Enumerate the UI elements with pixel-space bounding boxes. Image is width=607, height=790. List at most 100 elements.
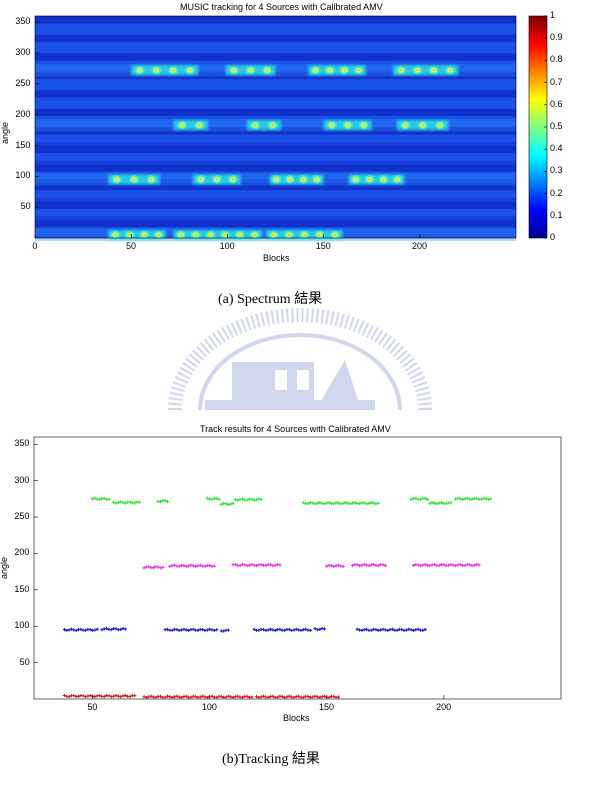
- heatmap-band: [35, 167, 516, 172]
- heatmap-band: [35, 108, 516, 113]
- spectrum-peak: [341, 120, 354, 131]
- heatmap-band: [35, 156, 516, 161]
- track-segment-4-10: [454, 496, 493, 502]
- spectrum-peak: [309, 65, 322, 76]
- track-segment-4-3: [156, 498, 170, 504]
- tracking-x-tick: 50: [87, 702, 98, 712]
- track-segment-1-3: [254, 694, 341, 700]
- spectrum-segment-4-1: [131, 65, 199, 76]
- heatmap-band: [35, 97, 516, 102]
- heatmap-band: [35, 34, 516, 39]
- heatmap-band: [35, 149, 516, 154]
- heatmap-band: [35, 201, 516, 205]
- track-segment-2-4: [219, 628, 231, 633]
- heatmap-band: [35, 160, 516, 165]
- tracking-x-tick: 150: [318, 702, 334, 712]
- spectrum-peak: [133, 65, 146, 76]
- track-segment-3-6: [411, 562, 481, 568]
- spectrum-peak: [244, 65, 257, 76]
- tracking-title: Track results for 4 Sources with Calibra…: [200, 424, 391, 434]
- track-segment-2-3: [163, 627, 219, 633]
- spectrum-segment-3-2: [246, 120, 282, 131]
- tracking-y-tick: 50: [19, 656, 30, 667]
- spectrum-peak: [325, 120, 338, 131]
- spectrum-peak: [352, 65, 365, 76]
- heatmap-band: [35, 27, 516, 32]
- heatmap-band: [35, 90, 516, 94]
- heatmap-band: [35, 141, 516, 146]
- track-segment-3-3: [231, 562, 282, 568]
- heatmap-band: [35, 93, 516, 98]
- spectrum-peak: [227, 65, 240, 76]
- spectrum-peak: [313, 229, 326, 240]
- spectrum-peak: [323, 65, 336, 76]
- colorbar-tick: 0.3: [550, 165, 563, 176]
- spectrum-peak: [427, 65, 440, 76]
- track-segment-2-6: [313, 626, 327, 632]
- spectrum-peak: [138, 229, 151, 240]
- spectrum-peak: [329, 229, 342, 240]
- heatmap-band: [35, 193, 516, 198]
- spectrum-y-tick: 300: [15, 47, 31, 57]
- track-segment-4-9: [428, 500, 453, 506]
- heatmap-band: [35, 208, 516, 213]
- spectrum-peak: [152, 229, 165, 240]
- heatmap-band: [35, 115, 516, 120]
- spectrum-y-tick: 350: [15, 16, 31, 27]
- tracking-x-tick: 100: [201, 702, 217, 712]
- heatmap-band: [35, 186, 516, 191]
- track-segment-3-1: [142, 565, 165, 570]
- heatmap-band: [35, 223, 516, 228]
- tracking-ylabel: angle: [0, 556, 10, 580]
- track-segment-4-2: [112, 500, 141, 505]
- tracking-y-tick: 150: [14, 583, 30, 594]
- spectrum-x-tick: 150: [315, 241, 331, 251]
- colorbar-tick: 0.7: [550, 76, 563, 87]
- colorbar-tick: 0.4: [550, 143, 563, 154]
- heatmap-band: [35, 41, 516, 46]
- spectrum-peak: [184, 65, 197, 76]
- caption-b: (b)Tracking 結果: [222, 752, 320, 767]
- track-segment-2-5: [252, 627, 312, 633]
- spectrum-peak: [176, 120, 189, 131]
- tracking-xlabel: Blocks: [283, 713, 310, 723]
- heatmap-band: [35, 197, 516, 202]
- spectrum-peak: [444, 65, 457, 76]
- heatmap-band: [35, 138, 516, 143]
- spectrum-peak: [219, 229, 232, 240]
- heatmap-band: [35, 16, 516, 20]
- colorbar-tick: 0.2: [550, 187, 563, 198]
- spectrum-x-tick: 50: [126, 241, 137, 251]
- spectrum-segment-4-3: [308, 65, 366, 76]
- spectrum-segment-1-1: [108, 229, 166, 240]
- heatmap-band: [35, 130, 516, 135]
- track-segment-3-2: [168, 563, 216, 569]
- spectrum-peak: [338, 65, 351, 76]
- heatmap-band: [35, 45, 516, 50]
- heatmap-band: [35, 78, 516, 83]
- track-segment-2-1: [62, 627, 99, 633]
- spectrum-peak: [233, 229, 246, 240]
- spectrum-y-tick: 50: [20, 201, 31, 212]
- heatmap-band: [35, 19, 516, 24]
- spectrum-peak: [189, 229, 202, 240]
- spectrum-peak: [395, 65, 408, 76]
- heatmap-band: [35, 152, 516, 157]
- heatmap-band: [35, 101, 516, 106]
- heatmap-band: [35, 86, 516, 91]
- spectrum-peak: [145, 174, 158, 185]
- caption-a: (a) Spectrum 結果: [218, 292, 323, 307]
- spectrum-y-tick: 250: [15, 77, 31, 88]
- tracking-y-tick: 100: [14, 620, 30, 631]
- heatmap-band: [35, 82, 516, 87]
- heatmap-band: [35, 226, 516, 231]
- spectrum-peak: [249, 120, 262, 131]
- spectrum-peak: [282, 229, 295, 240]
- spectrum-segment-2-3: [269, 174, 324, 185]
- colorbar-tick: 0.1: [550, 209, 563, 220]
- spectrum-xlabel: Blocks: [263, 253, 290, 263]
- heatmap-band: [35, 56, 516, 61]
- spectrum-peak: [150, 65, 163, 76]
